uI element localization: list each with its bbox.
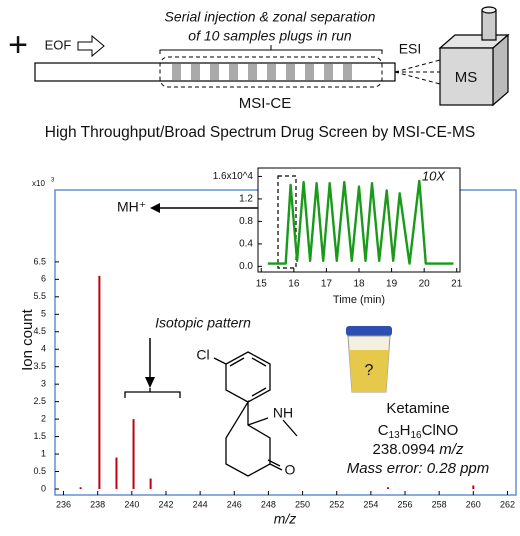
x-tick-label: 240 [124, 499, 139, 509]
plus-sign: + [8, 26, 28, 64]
bar [149, 478, 152, 489]
x-tick-label: 19 [386, 279, 398, 290]
eof-arrow [77, 34, 105, 58]
formula-part: ClNO [422, 422, 459, 439]
formula-part: 16 [411, 430, 423, 441]
bar [132, 419, 135, 489]
inset-x-label: Time (min) [333, 294, 385, 306]
x-tick-label: 250 [295, 499, 310, 509]
x-tick-label: 262 [500, 499, 515, 509]
capillary-label: MSI-CE [239, 95, 292, 112]
spray [394, 59, 441, 85]
x-tick-label: 21 [451, 279, 463, 290]
y-axis-label: Ion count [19, 308, 36, 371]
x-tick-label: 248 [261, 499, 276, 509]
mass-error: Mass error: 0.28 ppm [347, 460, 490, 477]
arrowhead [145, 377, 155, 388]
caption: of 10 samples plugs in run [188, 28, 352, 44]
y-tick-label: 1.5 [33, 431, 46, 441]
bar [79, 487, 82, 489]
x-tick-label: 18 [353, 279, 365, 290]
inset-annotation: 10X [422, 168, 446, 183]
mass-unit: m/z [439, 441, 464, 458]
y-tick-label: 0.8 [239, 216, 253, 227]
y-tick-label: 0.5 [33, 466, 46, 476]
multiplier: x10 [32, 179, 45, 188]
y-tick-label: 0.4 [239, 239, 253, 250]
x-tick-label: 254 [363, 499, 378, 509]
sample-plugs [172, 64, 352, 80]
atom-label: O [285, 462, 296, 478]
x-tick-label: 20 [419, 279, 431, 290]
formula-part: H [400, 422, 411, 439]
y-tick-label: 4 [41, 344, 46, 354]
x-tick-label: 236 [56, 499, 71, 509]
ms-box [438, 6, 510, 107]
esi-label: ESI [399, 41, 422, 57]
isotope-label: Isotopic pattern [155, 315, 251, 331]
mass-value: 238.0994 [373, 441, 436, 458]
y-tick-label: 0.0 [239, 261, 253, 272]
bar [386, 487, 389, 489]
bracket [124, 388, 181, 398]
x-tick-label: 15 [256, 279, 268, 290]
y-tick-label: 6 [41, 274, 46, 284]
caption: Serial injection & zonal separation [165, 9, 376, 25]
y-tick-label: 2 [41, 413, 46, 423]
y-tick-label: 3 [41, 379, 46, 389]
x-tick-label: 244 [193, 499, 208, 509]
atom-label: Cl [196, 347, 209, 363]
x-tick-label: 242 [158, 499, 173, 509]
atom-label: NH [273, 405, 293, 421]
bar [98, 275, 101, 489]
bar [472, 485, 475, 489]
peak-label: MH⁺ [117, 199, 146, 215]
y-tick-label: 5 [41, 309, 46, 319]
x-tick-label: 252 [329, 499, 344, 509]
compound-name: Ketamine [386, 400, 449, 417]
ms-label: MS [455, 69, 478, 86]
multiplier-exp: 3 [51, 178, 55, 184]
y-tick-label: 5.5 [33, 291, 46, 301]
cup-label: ? [365, 362, 374, 379]
x-tick-label: 258 [432, 499, 447, 509]
x-tick-label: 246 [227, 499, 242, 509]
bracket [159, 45, 383, 54]
mass: 238.0994 m/z [373, 441, 464, 458]
formula-part: C [378, 422, 389, 439]
eof-label: EOF [45, 37, 72, 52]
x-tick-label: 238 [90, 499, 105, 509]
x-tick-label: 17 [321, 279, 333, 290]
plug-zone [159, 56, 383, 88]
arrowhead [150, 203, 160, 213]
bar [115, 457, 118, 489]
y-tick-label: 1.6x10^4 [213, 171, 254, 182]
sample-cup [346, 326, 392, 393]
y-tick-label: 1 [41, 448, 46, 458]
formula-part: 13 [389, 430, 401, 441]
x-tick-label: 16 [288, 279, 300, 290]
x-tick-label: 260 [466, 499, 481, 509]
y-tick-label: 1.2 [239, 194, 253, 205]
x-tick-label: 256 [398, 499, 413, 509]
y-tick-label: 3.5 [33, 361, 46, 371]
y-tick-label: 2.5 [33, 396, 46, 406]
first-peak-box [277, 175, 297, 269]
figure-title: High Throughput/Broad Spectrum Drug Scre… [45, 124, 475, 141]
y-tick-label: 6.5 [33, 256, 46, 266]
ketamine-structure [213, 351, 298, 477]
y-tick-label: 4.5 [33, 326, 46, 336]
x-axis-label: m/z [274, 511, 297, 527]
trace [267, 179, 454, 265]
formula: C13H16ClNO [378, 422, 459, 441]
y-tick-label: 0 [41, 483, 46, 493]
